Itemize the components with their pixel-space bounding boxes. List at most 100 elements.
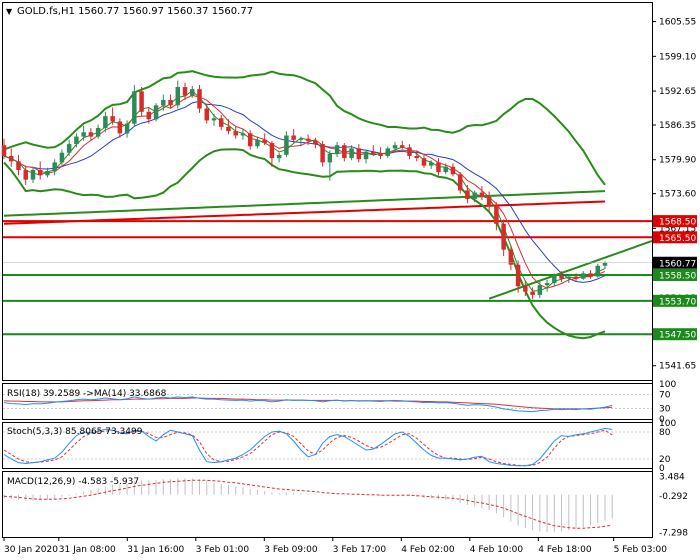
candle-body (414, 155, 419, 159)
candle-body (175, 87, 181, 106)
candle-body (327, 153, 333, 163)
current-price-label: 1560.77 (659, 259, 696, 269)
candle-body (385, 148, 391, 156)
x-tick-label: 4 Feb 18:00 (538, 545, 592, 555)
candle-body (457, 174, 463, 191)
candle-body (8, 155, 14, 162)
candle-body (320, 144, 325, 163)
candle-body (602, 262, 608, 266)
candle-body (581, 273, 586, 279)
chart-header-arrow[interactable]: ▼ (6, 7, 13, 16)
candle-body (472, 192, 477, 200)
candle-body (132, 91, 137, 124)
level-tag-label: 1547.50 (659, 331, 696, 341)
level-tag (653, 294, 697, 307)
candle-body (262, 139, 267, 144)
rsi-tick-label: 100 (659, 380, 676, 390)
macd-tick-label: -7.298 (659, 528, 688, 538)
bb-upper (3, 70, 606, 186)
candle-body (443, 166, 448, 173)
macd-panel (2, 471, 653, 538)
candle-body (494, 206, 499, 224)
candle-body (392, 145, 398, 149)
stoch-tick-label: 20 (659, 455, 671, 465)
candle-body (334, 145, 340, 154)
rsi-tick-label: 0 (659, 415, 665, 425)
candle-body (66, 144, 72, 153)
stoch-tick-label: 100 (659, 419, 676, 429)
stoch-title: Stoch(5,3,3) 85.8065 73.3499 (7, 427, 143, 437)
candle-body (16, 161, 21, 170)
candle-body (566, 276, 572, 279)
candle-body (211, 118, 217, 121)
candle-body (298, 138, 304, 140)
y-tick-label: 1567.15 (659, 224, 696, 234)
candle-body (595, 265, 601, 277)
candle-body (276, 154, 282, 159)
level-tag-label: 1553.70 (659, 297, 696, 307)
candle-body (291, 135, 296, 140)
candle-body (74, 136, 79, 145)
candle-body (479, 192, 485, 197)
stoch-tick-label: 80 (659, 428, 671, 438)
candle-body (81, 132, 86, 137)
y-tick-label: 1541.65 (659, 362, 696, 372)
candle-body (255, 139, 260, 147)
candle-body (23, 169, 28, 180)
y-tick-label: 1573.60 (659, 190, 696, 200)
header-symbol: GOLD.fs,H1 (17, 6, 75, 17)
candle-body (552, 275, 557, 284)
candle-body (59, 152, 65, 163)
candle-body (421, 158, 427, 166)
candle-body (450, 166, 456, 175)
x-tick-label: 4 Feb 10:00 (470, 545, 524, 555)
header-close: 1560.77 (212, 6, 253, 17)
candle-body (52, 162, 57, 172)
macd-tick-label: 3.484 (659, 473, 685, 483)
x-tick-label: 5 Feb 03:00 (614, 545, 668, 555)
rsi-line (3, 396, 613, 413)
candle-body (117, 121, 123, 134)
candle-body (30, 169, 36, 180)
chart-header: GOLD.fs,H1 1560.77 1560.97 1560.37 1560.… (17, 6, 253, 17)
level-tag (653, 215, 697, 228)
stoch-k-line (3, 427, 613, 467)
main-panel (2, 2, 653, 381)
candle-body (342, 145, 347, 159)
header-open: 1560.77 (78, 6, 119, 17)
macd-title: MACD(12,26,9) -4.583 -5.937 (7, 477, 139, 487)
candle-body (523, 286, 528, 292)
macd-signal-line (3, 479, 613, 529)
x-tick-label: 3 Feb 09:00 (264, 545, 318, 555)
candle-body (1, 145, 7, 156)
level-tag (653, 268, 697, 281)
y-tick-label: 1586.35 (659, 121, 696, 131)
candle-body (161, 99, 166, 106)
trend-line (488, 240, 653, 300)
candle-body (190, 89, 195, 96)
level-tag (653, 328, 697, 341)
candle-body (378, 153, 383, 156)
candle-body (37, 169, 43, 176)
candle-body (182, 87, 188, 96)
rsi-title: RSI(18) 39.2589 ->MA(14) 33.6868 (7, 389, 167, 399)
x-tick-label: 30 Jan 2020 (4, 545, 58, 555)
candle-body (530, 291, 535, 295)
candle-body (247, 133, 253, 147)
candle-body (407, 147, 412, 156)
level-tag (653, 231, 697, 244)
candle-body (197, 89, 202, 109)
candle-body (95, 127, 101, 137)
candle-body (88, 132, 94, 137)
macd-tick-label: -0.292 (659, 492, 688, 502)
ma-blue (3, 100, 606, 283)
candle-body (284, 135, 289, 155)
long-ma-green (3, 190, 606, 217)
candle-body (588, 273, 593, 277)
candle-body (146, 111, 152, 120)
level-tag-label: 1558.50 (659, 271, 696, 281)
header-high: 1560.97 (123, 6, 164, 17)
candle-body (371, 151, 376, 154)
x-tick-label: 3 Feb 01:00 (196, 545, 250, 555)
